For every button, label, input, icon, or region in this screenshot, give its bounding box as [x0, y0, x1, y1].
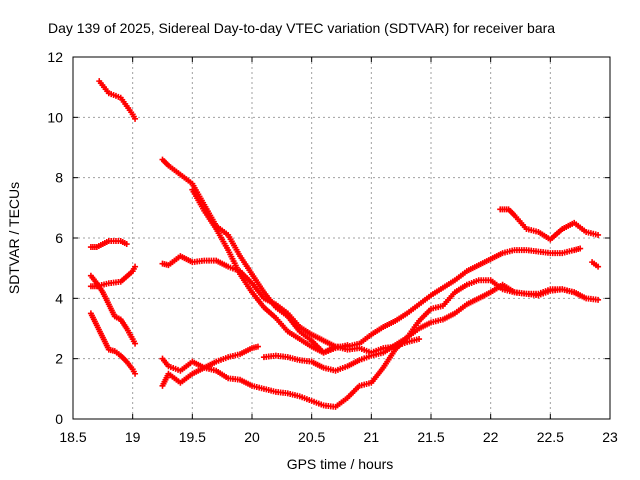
x-tick-label: 22	[483, 429, 499, 445]
y-axis-label: SDTVAR / TECUs	[6, 182, 22, 294]
grid-lines	[73, 57, 610, 419]
data-point	[132, 115, 139, 122]
chart-title: Day 139 of 2025, Sidereal Day-to-day VTE…	[48, 20, 555, 36]
data-point	[595, 263, 602, 270]
data-point	[254, 343, 261, 350]
data-point	[132, 370, 139, 377]
y-tick-label: 12	[47, 49, 63, 65]
data-point	[595, 296, 602, 303]
series-arc-i	[159, 281, 602, 410]
series-arc-j	[159, 343, 261, 374]
x-axis-ticks: 18.5 19 19.5 20 20.5 21 21.5 22 22.5 23	[59, 57, 618, 445]
series-arc-c	[87, 263, 139, 290]
data-point	[577, 245, 584, 252]
series-arc-e	[87, 310, 139, 377]
x-tick-label: 18.5	[59, 429, 86, 445]
y-tick-label: 2	[55, 351, 63, 367]
y-tick-label: 10	[47, 109, 63, 125]
series-arc-k	[260, 277, 584, 374]
x-tick-label: 19	[125, 429, 141, 445]
series-arc-m	[497, 206, 602, 243]
x-tick-label: 23	[602, 429, 618, 445]
x-tick-label: 22.5	[537, 429, 564, 445]
y-axis-ticks: 0 2 4 6 8 10 12	[47, 49, 610, 427]
data-point	[416, 336, 423, 343]
data-point	[123, 241, 130, 248]
series-arc-b	[87, 238, 130, 251]
y-tick-label: 4	[55, 290, 63, 306]
series-arc-a	[96, 78, 139, 122]
x-tick-label: 19.5	[179, 429, 206, 445]
series-arc-n	[589, 259, 602, 270]
y-tick-label: 6	[55, 230, 63, 246]
data-point	[132, 263, 139, 270]
x-tick-label: 21.5	[417, 429, 444, 445]
x-tick-label: 20.5	[298, 429, 325, 445]
x-tick-label: 21	[364, 429, 380, 445]
data-point	[595, 231, 602, 238]
series-arc-h	[159, 253, 351, 350]
series-arc-l	[344, 245, 584, 350]
series-arc-g	[189, 186, 351, 356]
series-arc-d	[87, 272, 139, 347]
data-point	[132, 340, 139, 347]
data-series	[87, 78, 602, 410]
y-tick-label: 0	[55, 411, 63, 427]
y-tick-label: 8	[55, 170, 63, 186]
data-point	[577, 292, 584, 299]
x-axis-label: GPS time / hours	[287, 456, 394, 472]
x-tick-label: 20	[244, 429, 260, 445]
